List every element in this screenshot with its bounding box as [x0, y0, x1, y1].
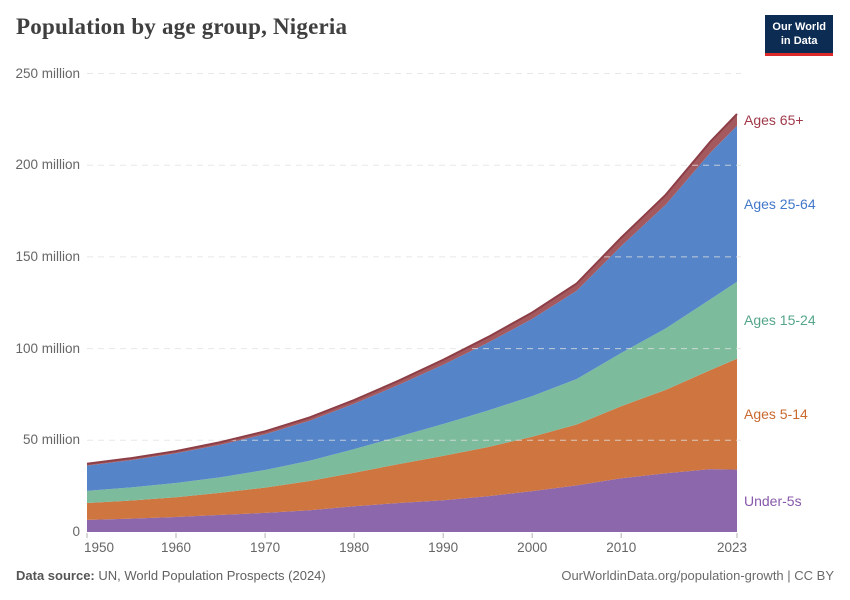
y-axis-label: 100 million	[15, 340, 80, 356]
series-label-under-5s: Under-5s	[744, 492, 802, 509]
y-axis-label: 250 million	[15, 65, 80, 81]
data-source: Data source: UN, World Population Prospe…	[16, 568, 326, 583]
x-axis-label: 1980	[339, 540, 370, 555]
x-axis-label: 1970	[250, 540, 281, 555]
y-axis-label: 200 million	[15, 157, 80, 173]
x-axis-label: 1950	[83, 540, 115, 555]
series-label-ages-25-64: Ages 25-64	[744, 195, 816, 212]
series-label-ages-15-24: Ages 15-24	[744, 312, 816, 329]
x-axis-label: 1990	[428, 540, 459, 555]
area-ages-25-64	[87, 125, 737, 491]
owid-logo[interactable]: Our World in Data	[765, 15, 833, 56]
chart-title: Population by age group, Nigeria	[16, 14, 348, 39]
owid-logo-line2: in Data	[780, 35, 818, 48]
x-axis-label: 2010	[606, 540, 637, 555]
owid-logo-line1: Our World	[772, 21, 826, 33]
x-axis-label: 1960	[161, 540, 192, 555]
area-ages-5-14	[87, 358, 737, 520]
x-axis-label: 2000	[517, 540, 548, 555]
series-label-ages-65: Ages 65+	[744, 111, 804, 128]
y-axis-label: 50 million	[22, 432, 80, 448]
y-axis-label: 150 million	[15, 248, 80, 264]
data-source-label: Data source:	[16, 568, 95, 583]
y-axis-label: 0	[72, 524, 80, 539]
total-top-line	[86, 113, 738, 465]
area-ages-15-24	[87, 281, 737, 503]
credit-link[interactable]: OurWorldinData.org/population-growth | C…	[561, 568, 834, 583]
x-axis-label: 2023	[716, 540, 748, 555]
data-source-text: UN, World Population Prospects (2024)	[98, 568, 326, 583]
series-label-ages-5-14: Ages 5-14	[744, 406, 808, 423]
area-under-5s	[87, 469, 737, 532]
